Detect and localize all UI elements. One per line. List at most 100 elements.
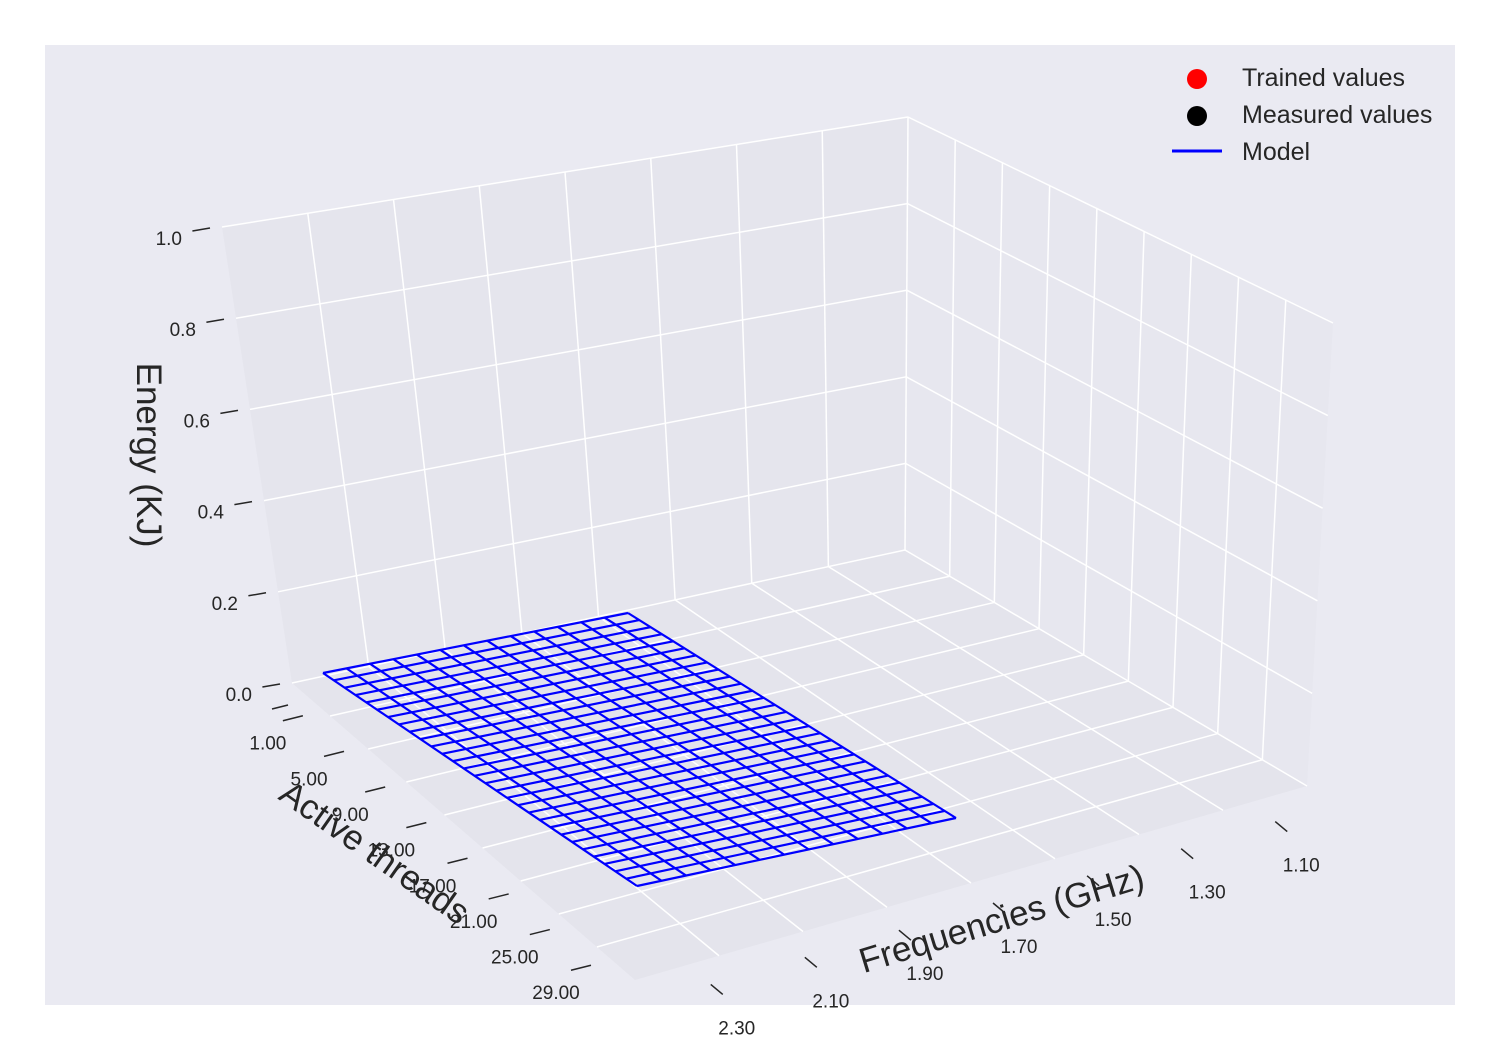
- surface-wire: [486, 639, 810, 851]
- z-gridline: [904, 549, 1308, 787]
- surface-wire: [625, 809, 945, 880]
- surface-wire: [366, 640, 674, 704]
- z-tick-label: 1.0: [156, 229, 182, 250]
- surface-wire: [539, 753, 855, 821]
- frequency-tick-mark: [992, 902, 1006, 914]
- back-left-vertical-gridline: [307, 213, 370, 667]
- frequency-tick-mark: [1180, 848, 1194, 860]
- frequency-tick-label: 1.30: [1189, 883, 1226, 904]
- surface-wire: [322, 611, 629, 675]
- back-right-vertical-gridline: [1127, 231, 1145, 682]
- surface-wire: [571, 774, 889, 844]
- surface-wire: [439, 649, 761, 861]
- frequency-tick-mark: [898, 929, 912, 941]
- z-gridline: [906, 289, 1323, 509]
- back-left-vertical-gridline: [392, 199, 446, 650]
- floor-gridline: [368, 601, 995, 750]
- surface-wire: [603, 616, 933, 825]
- surface-wire: [387, 654, 697, 719]
- surface-wire: [345, 667, 663, 882]
- z-tick-label: 0.8: [170, 320, 196, 341]
- surface-wire: [441, 689, 753, 755]
- back-corner-line: [904, 116, 909, 551]
- back-right-vertical-gridline: [1038, 185, 1051, 629]
- surface-wire: [392, 658, 712, 872]
- surface-wire: [604, 795, 923, 866]
- surface-wire: [533, 630, 859, 840]
- frequency-tick-label: 1.90: [906, 964, 943, 985]
- floor-gridline: [751, 582, 1140, 836]
- surface-wire: [355, 633, 663, 697]
- surface-wire: [420, 675, 731, 741]
- floor-gridline: [329, 575, 950, 717]
- thread-tick-label: 1.00: [249, 734, 286, 755]
- floor-gridline: [827, 565, 1224, 811]
- floor-gridline: [368, 665, 720, 957]
- z-gridline: [907, 202, 1329, 417]
- back-right-vertical-gridline: [1082, 208, 1098, 655]
- back-right-vertical-gridline: [1261, 300, 1287, 760]
- z-tick-mark: [220, 409, 239, 415]
- frequency-tick-label: 2.30: [718, 1018, 755, 1039]
- model-surface: [322, 611, 957, 888]
- thread-tick-mark: [488, 893, 509, 900]
- thread-tick-mark: [271, 704, 289, 710]
- frequency-tick-label: 1.70: [1001, 937, 1038, 958]
- surface-wire: [452, 696, 764, 763]
- thread-tick-label: 29.00: [532, 983, 580, 1004]
- surface-wire: [636, 816, 957, 888]
- z-tick-mark: [234, 500, 253, 506]
- thread-tick-label: 25.00: [491, 948, 539, 969]
- surface-wire: [496, 725, 810, 792]
- frequency-tick-label: 1.50: [1095, 910, 1132, 931]
- surface-wire: [369, 662, 687, 877]
- thread-tick-mark: [365, 786, 386, 793]
- floor-gridline: [596, 759, 1263, 948]
- axes-gridlines: [221, 116, 1334, 957]
- z-tick-label: 0.2: [212, 594, 238, 615]
- surface-wire: [582, 781, 900, 851]
- frequency-tick-mark: [1086, 875, 1100, 887]
- surface-wire: [593, 788, 911, 858]
- thread-tick-mark: [447, 857, 468, 865]
- surface-wire: [474, 710, 787, 777]
- z-axis-label: Energy (KJ): [129, 363, 168, 548]
- thread-tick-label: 13.00: [368, 841, 416, 862]
- thread-tick-label: 9.00: [332, 805, 369, 826]
- surface-wire: [557, 625, 883, 835]
- surface-wire: [615, 802, 934, 873]
- legend: Trained values Measured values Model: [1172, 64, 1432, 166]
- back-left-vertical-gridline: [478, 185, 523, 634]
- z-tick-mark: [262, 683, 281, 688]
- surface-wire: [322, 672, 638, 887]
- surface-wire: [510, 635, 834, 846]
- thread-tick-mark: [570, 964, 592, 971]
- thread-tick-label: 17.00: [409, 876, 457, 897]
- z-gridline: [907, 116, 1334, 324]
- thread-tick-label: 21.00: [450, 912, 498, 933]
- axes-ticks: 0.0 0.2 0.4 0.6 0.8 1.0 1.005.009.00 13.00 17.00…: [156, 227, 1320, 1039]
- back-right-vertical-gridline: [993, 162, 1004, 603]
- legend-trained-label: Trained values: [1242, 64, 1405, 92]
- surface-wire: [344, 626, 651, 689]
- surface-wire: [333, 618, 640, 682]
- surface-wire: [398, 661, 708, 726]
- back-left-vertical-gridline: [564, 171, 600, 617]
- thread-tick-label: 5.00: [291, 769, 328, 790]
- back-right-vertical-gridline: [948, 139, 956, 577]
- surface-wire: [528, 746, 844, 814]
- back-left-vertical-gridline: [735, 144, 753, 584]
- thread-tick-mark: [529, 928, 551, 936]
- thread-tick-mark: [282, 715, 304, 722]
- legend-measured-marker: [1187, 106, 1207, 126]
- z-tick-mark: [248, 592, 267, 597]
- z-tick-label: 0.6: [184, 411, 210, 432]
- surface-wire: [485, 717, 798, 785]
- back-right-vertical-gridline: [1216, 277, 1240, 734]
- legend-measured-label: Measured values: [1242, 101, 1432, 129]
- thread-tick-mark: [406, 821, 427, 829]
- surface-wire: [431, 682, 742, 748]
- frequency-tick-mark: [804, 956, 818, 968]
- back-left-vertical-gridline: [650, 158, 676, 600]
- frequency-tick-mark: [1274, 820, 1288, 833]
